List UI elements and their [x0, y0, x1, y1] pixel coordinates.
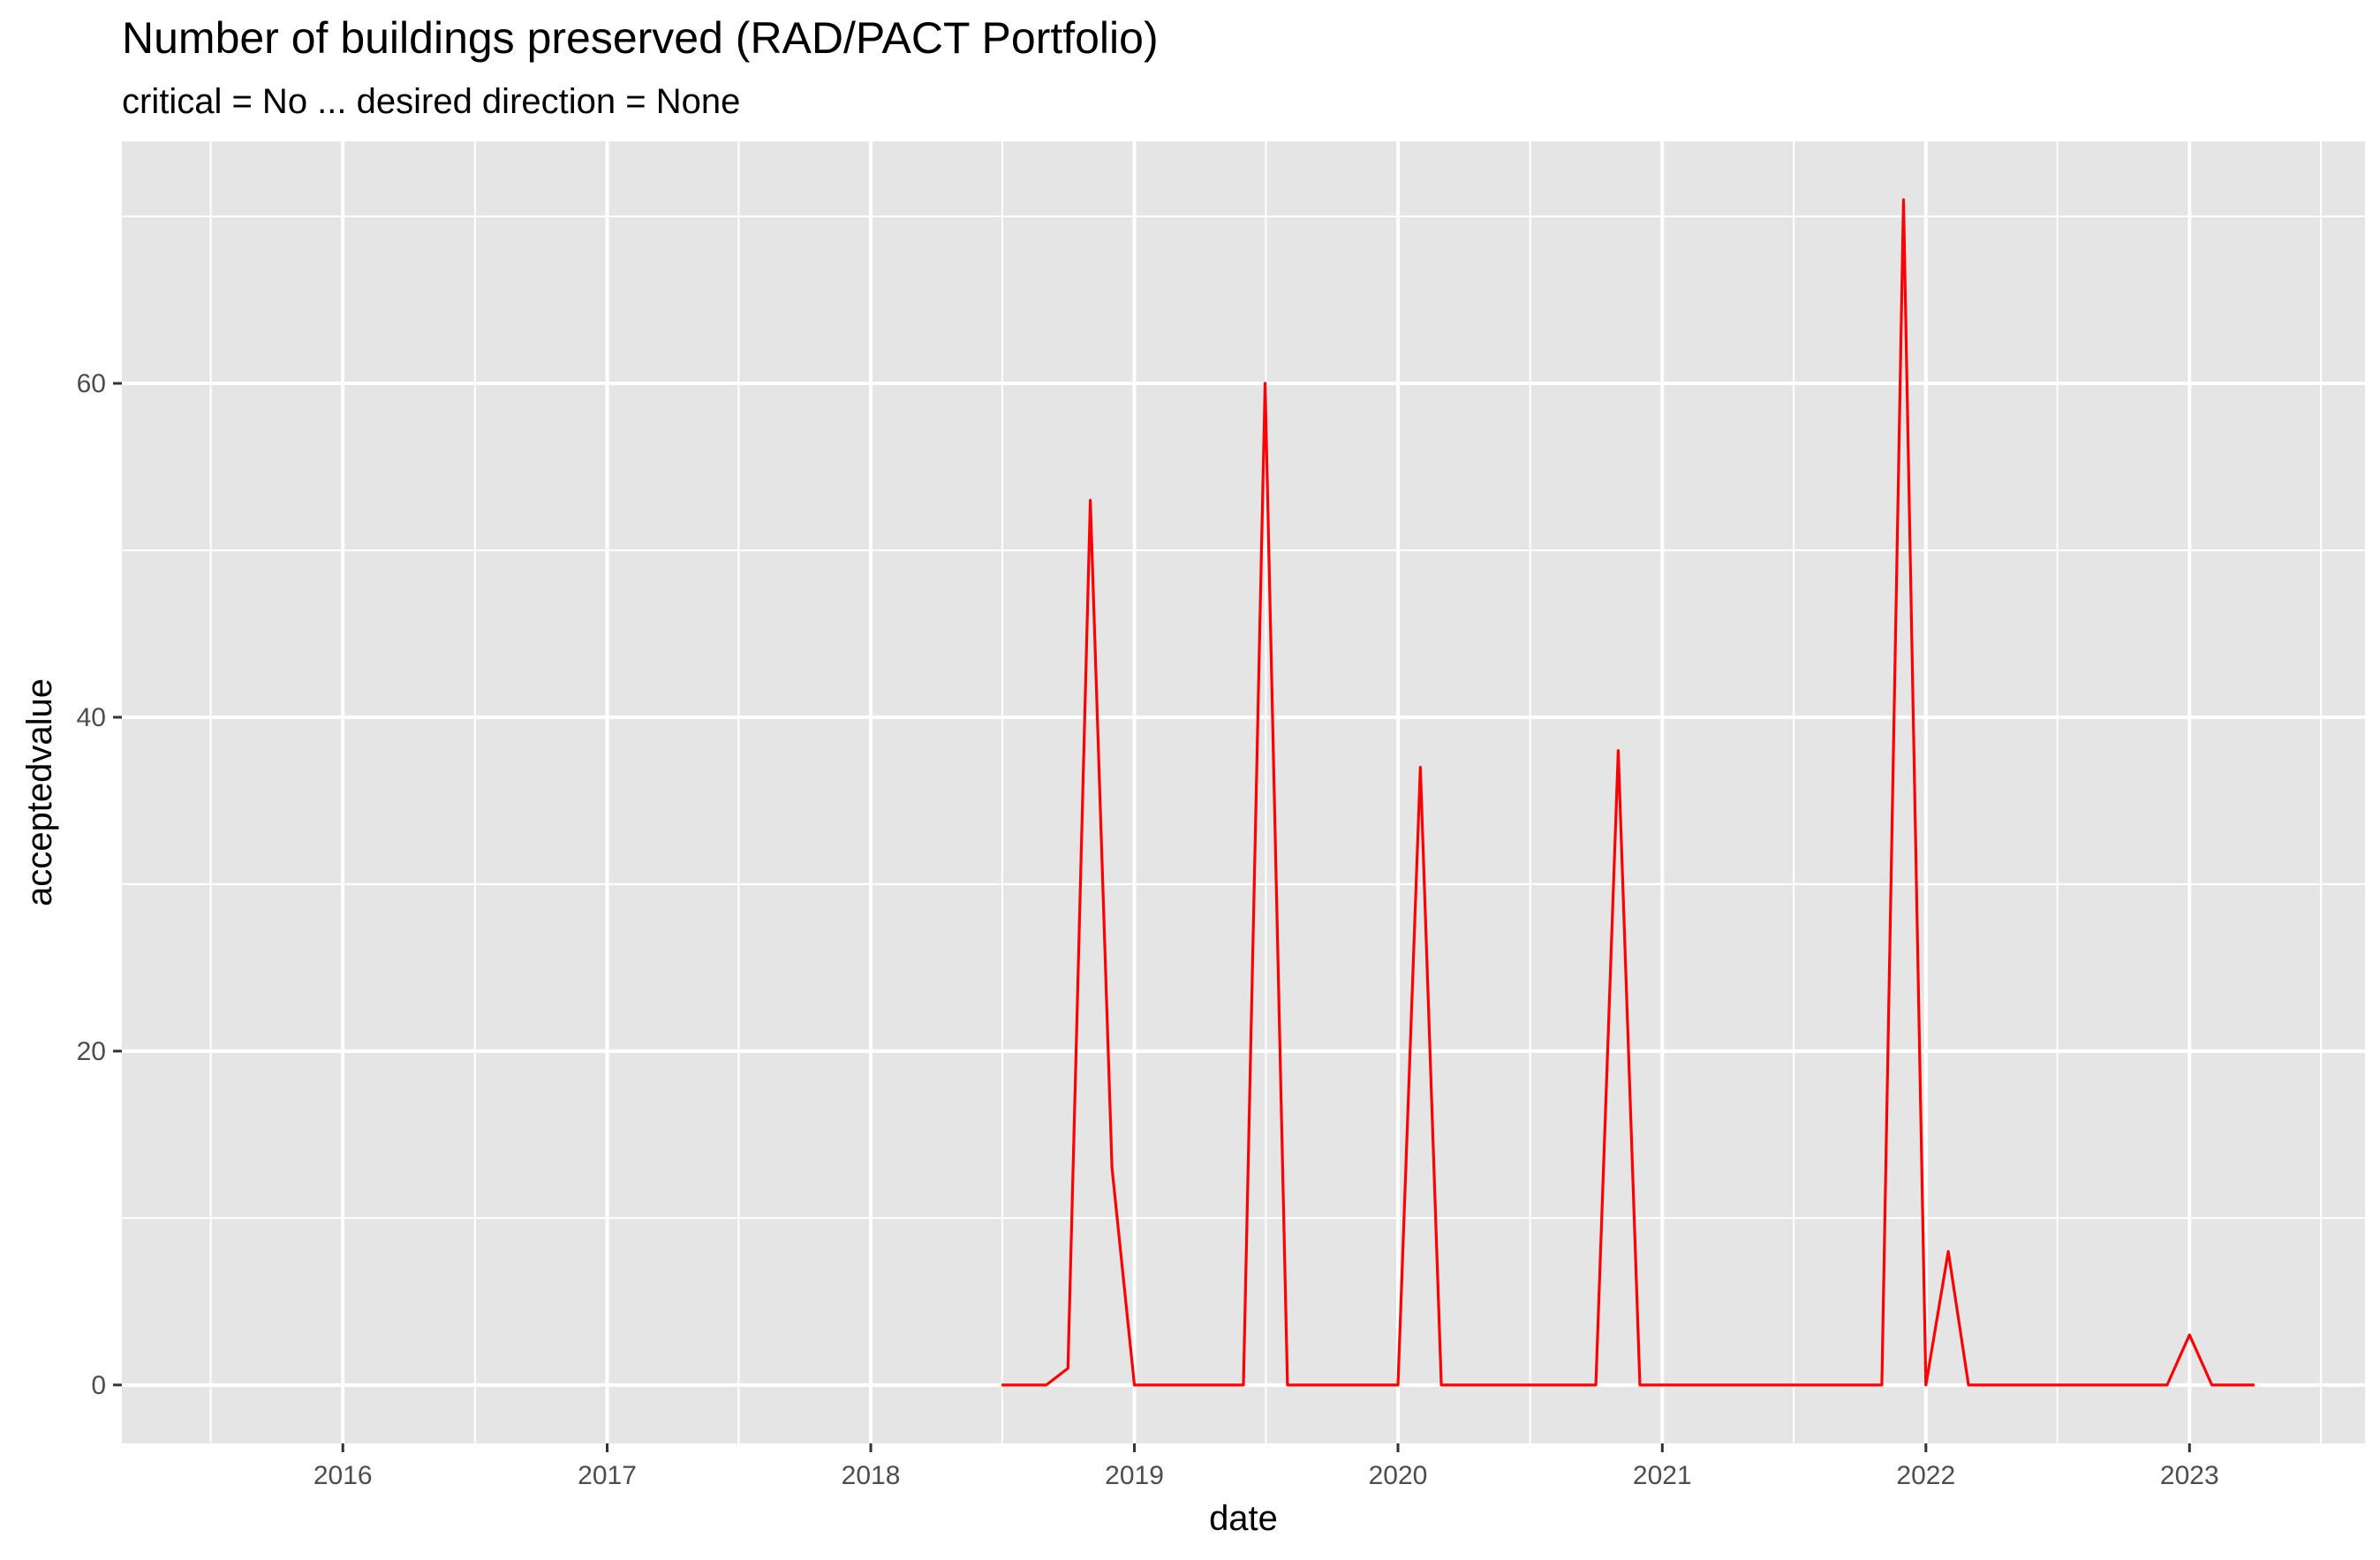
- y-tick-label: 20: [77, 1037, 106, 1066]
- y-axis: 0 20 40 60: [77, 369, 122, 1400]
- y-axis-title: acceptedvalue: [20, 678, 59, 906]
- x-axis: 2016 2017 2018 2019 2020 2021 2022 2023: [314, 1443, 2219, 1490]
- x-tick-label: 2023: [2160, 1461, 2219, 1490]
- x-tick-label: 2020: [1369, 1461, 1428, 1490]
- y-tick-label: 60: [77, 369, 106, 398]
- y-tick-label: 0: [91, 1371, 106, 1400]
- plot-panel: [122, 141, 2365, 1443]
- x-tick-label: 2017: [578, 1461, 637, 1490]
- y-tick-label: 40: [77, 703, 106, 732]
- chart-title: Number of buildings preserved (RAD/PACT …: [122, 13, 1159, 63]
- x-tick-label: 2021: [1633, 1461, 1692, 1490]
- x-tick-label: 2022: [1896, 1461, 1955, 1490]
- x-tick-label: 2018: [842, 1461, 901, 1490]
- series-layer: [1001, 198, 2255, 1387]
- x-tick-label: 2019: [1105, 1461, 1164, 1490]
- chart-subtitle: critical = No ... desired direction = No…: [122, 82, 740, 121]
- x-axis-title: date: [1209, 1499, 1278, 1538]
- series-line: [1001, 198, 2255, 1387]
- x-tick-label: 2016: [314, 1461, 373, 1490]
- grid-minor: [122, 141, 2365, 1443]
